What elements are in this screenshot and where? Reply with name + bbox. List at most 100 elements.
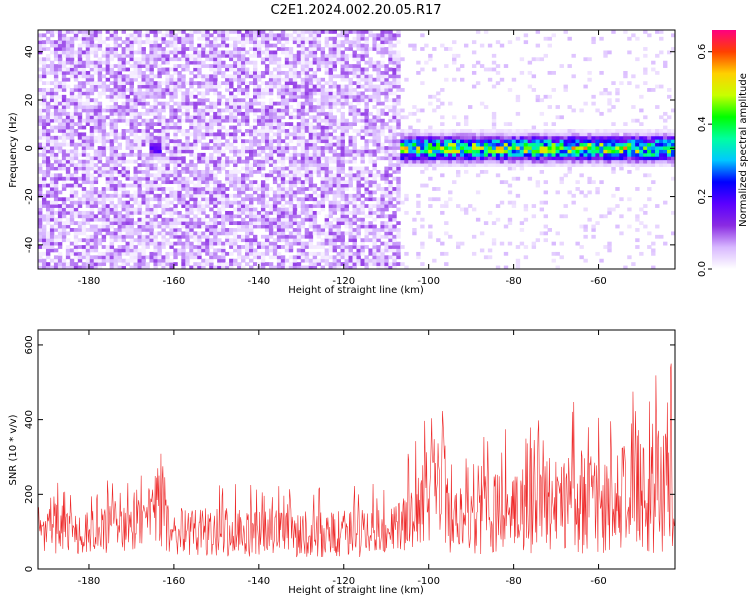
spectrogram-cell [300,115,306,120]
spectrogram-cell [237,77,242,82]
spectrogram-cell [61,180,67,185]
spectrogram-cell [328,132,334,137]
spectrogram-cell [288,36,294,41]
spectrogram-cell [229,156,234,161]
spectrogram-cell [65,210,71,215]
spectrogram-cell [129,265,134,269]
spectrogram-cell [249,241,254,246]
spectrogram-cell [41,214,47,219]
spectrogram-cell [217,255,222,260]
spectrogram-cell [288,74,294,79]
spectrogram-cell [388,98,393,103]
spectrogram-cell [73,70,79,75]
spectrogram-cell [264,64,270,68]
spectrogram-cell [404,129,409,133]
spectrogram-cell [324,142,330,147]
spectrogram-cell [276,173,282,178]
spectrogram-cell [229,77,234,82]
spectrogram-cell [201,50,206,55]
spectrogram-cell [320,118,326,123]
spectrogram-cell [153,187,158,191]
spectrogram-cell [53,67,59,72]
spectrogram-cell [416,193,421,198]
spectrogram-cell [249,214,254,219]
spectrogram-cell [49,187,55,191]
spectrogram-cell [296,108,302,113]
spectrogram-cell [372,60,377,65]
spectrogram-cell [105,64,111,68]
spectrogram-cell [356,152,361,157]
spectrogram-cell [296,187,302,191]
spectrogram-cell [288,173,294,178]
spectrogram-cell [57,118,63,123]
spectrogram-cell [264,105,270,109]
spectrogram-cell [109,224,115,229]
spectrogram-cell [38,135,43,140]
spectrogram-cell [201,60,206,65]
spectrogram-cell [245,139,250,144]
spectrogram-cell [372,228,377,232]
spectrogram-cell [117,258,123,263]
spectrogram-cell [105,146,111,150]
spectrogram-cell [57,238,63,243]
spectrogram-cell [221,33,226,38]
spectrogram-cell [121,169,126,174]
spectrogram-cell [38,176,43,181]
spectrogram-cell [384,221,389,226]
spectrogram-cell [141,47,146,51]
spectrogram-cell [233,214,238,219]
spectrogram-cell [217,98,222,103]
spectrogram-cell [69,94,75,99]
spectrogram-cell [113,84,119,89]
spectrogram-cell [85,53,91,58]
spectrogram-cell [197,139,202,144]
spectrogram-cell [300,197,306,202]
spectrogram-cell [249,228,254,232]
spectrogram-cell [53,173,59,178]
spectrogram-cell [41,193,47,198]
spectrogram-cell [296,132,302,137]
spectrogram-cell [117,74,123,79]
spectrogram-cell [288,88,294,92]
spectrogram-cell [177,200,182,205]
spectrogram-cell [97,91,103,96]
spectrogram-cell [340,43,345,48]
spectrogram-cell [181,77,186,82]
spectrogram-cell [217,60,222,65]
spectrogram-cell [360,183,365,188]
spectrogram-cell [185,183,190,188]
spectrogram-cell [205,125,210,130]
spectrogram-cell [149,43,154,48]
spectrogram-cell [53,53,59,58]
spectrogram-cell [268,159,274,164]
spectrogram-cell [201,122,206,126]
spectrogram-cell [38,238,43,243]
spectrogram-cell [352,135,357,140]
spectrogram-cell [81,135,87,140]
spectrogram-cell [189,70,194,75]
spectrogram-cell [121,248,126,253]
spectrogram-cell [380,125,385,130]
spectrogram-cell [157,101,162,106]
spectrogram-cell [209,241,214,246]
spectrogram-cell [209,238,214,243]
spectrogram-cell [221,214,226,219]
spectrogram-cell [133,101,138,106]
spectrogram-cell [149,74,154,79]
spectrogram-cell [157,245,162,249]
spectrogram-cell [129,245,134,249]
spectrogram-cell [185,115,190,120]
spectrogram-cell [225,156,230,161]
spectrogram-cell [344,221,349,226]
spectrogram-cell [149,152,154,157]
spectrogram-cell [129,108,134,113]
spectrogram-cell [41,173,47,178]
spectrogram-cell [145,173,150,178]
spectrogram-cell [308,33,314,38]
spectrogram-cell [336,190,341,195]
spectrogram-cell [181,245,186,249]
spectrogram-cell [69,57,75,62]
spectrogram-cell [368,122,373,126]
spectrogram-cell [408,43,413,48]
spectrogram-cell [57,221,63,226]
